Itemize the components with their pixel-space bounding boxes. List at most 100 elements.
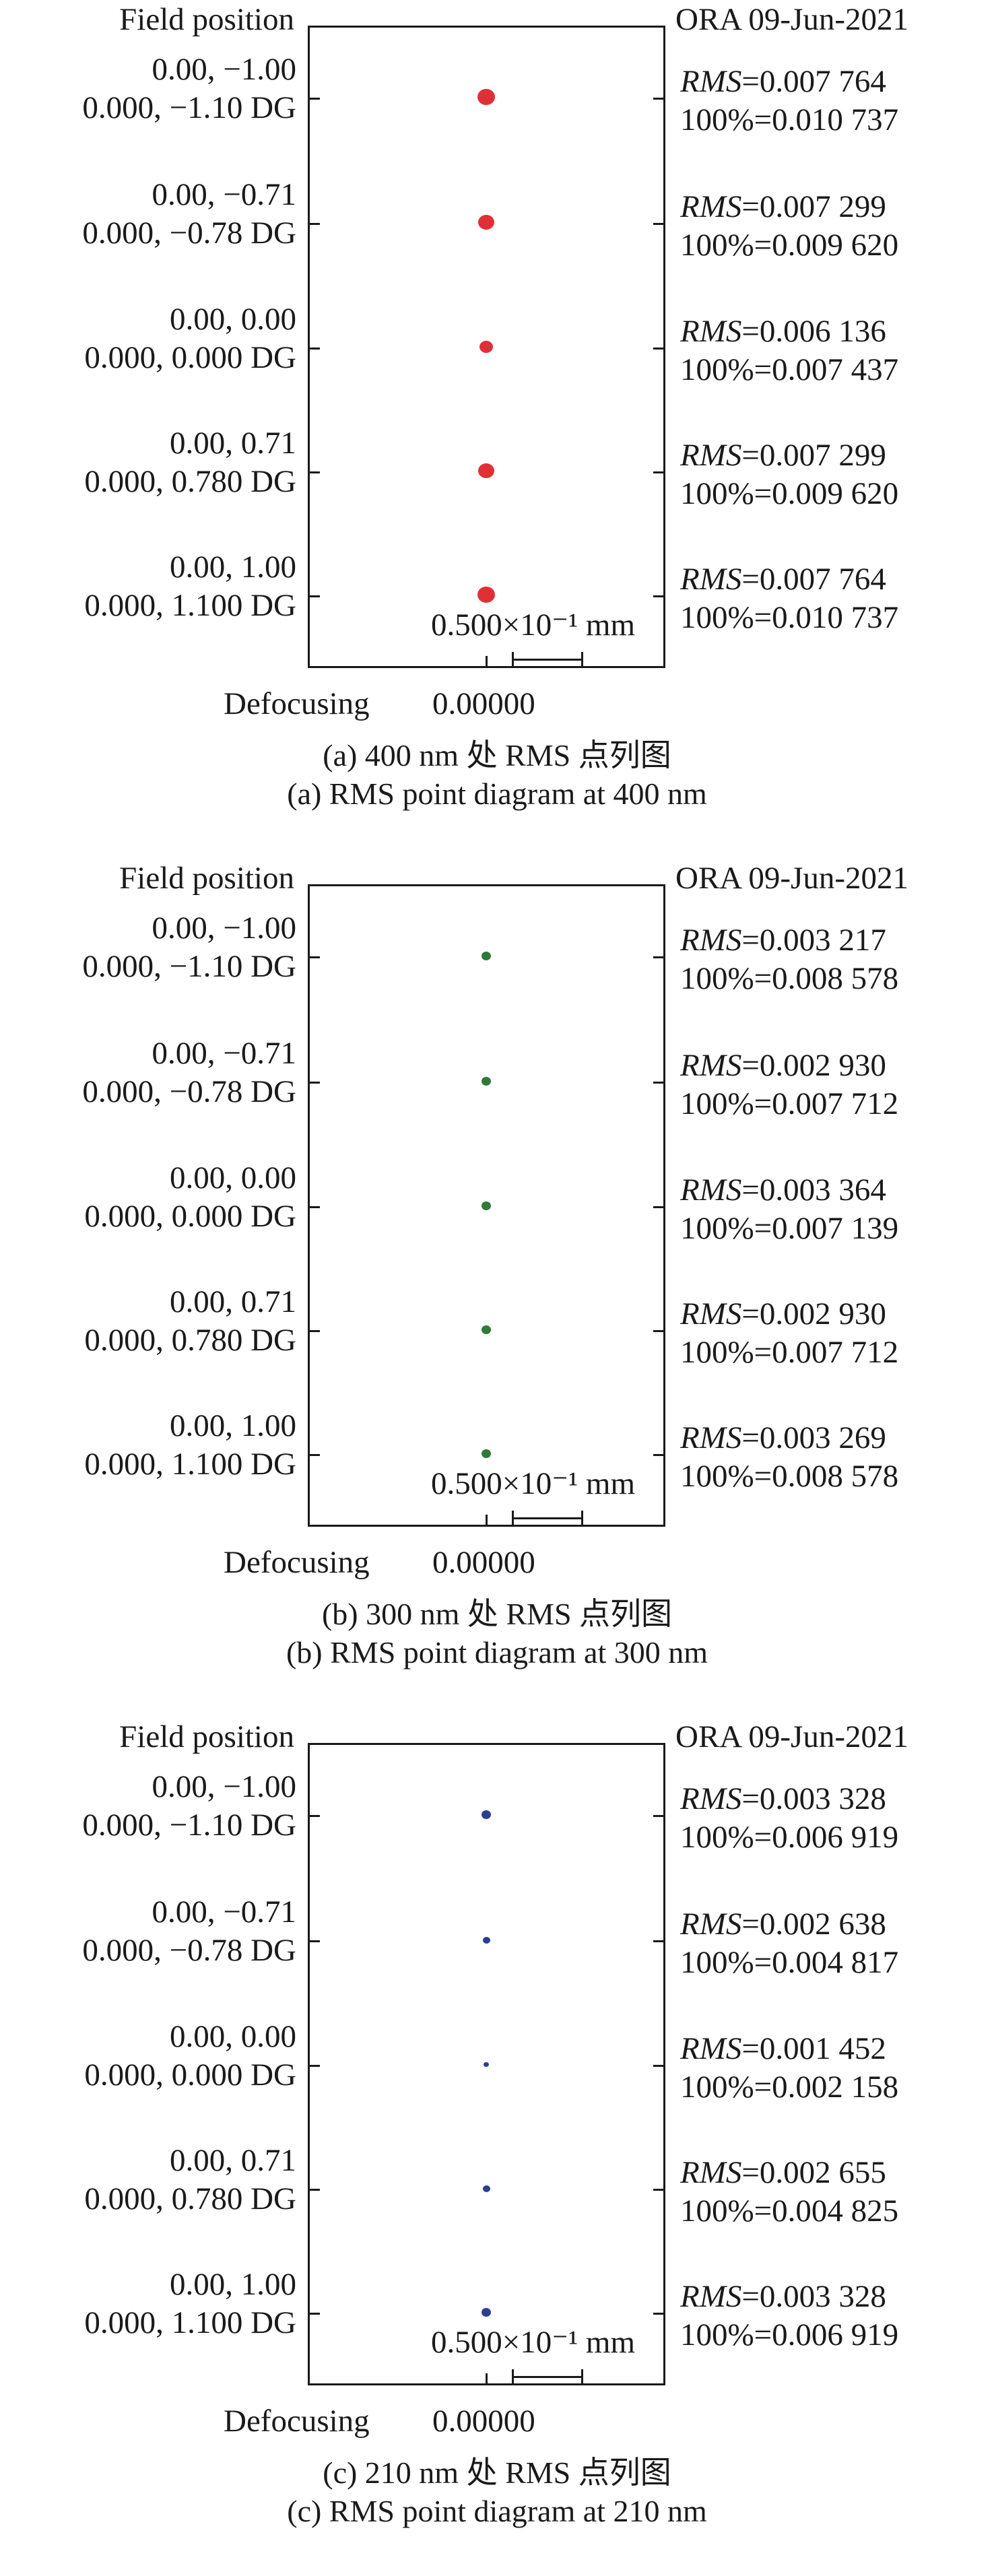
field-angle: 0.000, 1.100 DG bbox=[84, 2305, 296, 2340]
field-normalized: 0.00, 0.00 bbox=[170, 302, 296, 337]
rms-label: RMS bbox=[680, 1048, 742, 1083]
right-tick bbox=[653, 223, 665, 225]
scale-bar-end bbox=[581, 652, 583, 667]
field-position-label: 0.00, −0.71 0.000, −0.78 DG bbox=[82, 1034, 296, 1111]
rms-line: RMS=0.003 217 bbox=[680, 921, 898, 960]
right-tick bbox=[653, 1082, 665, 1084]
scale-label: 0.500×10⁻¹ mm bbox=[431, 2323, 636, 2360]
rms-line: RMS=0.003 328 bbox=[680, 2278, 898, 2316]
field-angle: 0.000, −1.10 DG bbox=[82, 90, 296, 125]
field-angle: 0.000, 0.000 DG bbox=[84, 340, 296, 375]
date-header: ORA 09-Jun-2021 bbox=[675, 1719, 908, 1754]
right-tick bbox=[653, 348, 665, 350]
field-position-label: 0.00, −1.00 0.000, −1.10 DG bbox=[82, 51, 296, 127]
field-angle: 0.000, 0.000 DG bbox=[84, 2057, 296, 2092]
rms-value: =0.003 328 bbox=[741, 2279, 886, 2314]
left-tick bbox=[308, 595, 320, 597]
full-radius-value: 100%=0.004 825 bbox=[680, 2193, 899, 2228]
caption-english: (b) RMS point diagram at 300 nm bbox=[286, 1635, 708, 1670]
right-tick bbox=[653, 2189, 665, 2191]
field-position-label: 0.00, 0.71 0.000, 0.780 DG bbox=[84, 2142, 296, 2218]
right-tick bbox=[653, 1815, 665, 1817]
field-angle: 0.000, −1.10 DG bbox=[82, 1808, 296, 1843]
rms-readout: RMS=0.007 299 100%=0.009 620 bbox=[680, 188, 898, 265]
rms-line: RMS=0.001 452 bbox=[680, 2030, 898, 2068]
scale-label: 0.500×10⁻¹ mm bbox=[431, 1465, 636, 1502]
scale-bar-end bbox=[581, 2369, 583, 2384]
field-normalized: 0.00, 1.00 bbox=[170, 2267, 296, 2302]
rms-line: RMS=0.002 655 bbox=[680, 2154, 898, 2192]
full-radius-value: 100%=0.004 817 bbox=[680, 1945, 899, 1980]
rms-value: =0.001 452 bbox=[741, 2031, 886, 2066]
field-angle: 0.000, −0.78 DG bbox=[82, 1074, 296, 1109]
field-angle: 0.000, 0.780 DG bbox=[84, 1323, 296, 1358]
rms-value: =0.007 299 bbox=[741, 438, 886, 473]
field-position-label: 0.00, −1.00 0.000, −1.10 DG bbox=[82, 909, 296, 986]
field-angle: 0.000, −0.78 DG bbox=[82, 216, 296, 251]
scale-bar-end bbox=[512, 2369, 514, 2384]
left-tick bbox=[308, 2313, 320, 2315]
field-position-header: Field position bbox=[119, 2, 294, 37]
left-tick bbox=[308, 98, 320, 100]
defocusing-label: Defocusing bbox=[224, 1545, 370, 1580]
spot-marker bbox=[482, 2185, 490, 2192]
field-normalized: 0.00, −0.71 bbox=[152, 1894, 296, 1929]
rms-readout: RMS=0.003 328 100%=0.006 919 bbox=[680, 1780, 898, 1857]
rms-line: RMS=0.007 764 bbox=[680, 63, 898, 101]
rms-value: =0.002 930 bbox=[741, 1048, 886, 1083]
defocusing-value: 0.00000 bbox=[432, 2404, 535, 2439]
field-position-label: 0.00, 1.00 0.000, 1.100 DG bbox=[84, 1407, 296, 1484]
rms-readout: RMS=0.002 655 100%=0.004 825 bbox=[680, 2154, 898, 2231]
spot-marker bbox=[479, 341, 493, 353]
spot-marker bbox=[477, 587, 495, 603]
scale-bar bbox=[512, 1517, 583, 1519]
right-tick bbox=[653, 1206, 665, 1208]
caption-english: (a) RMS point diagram at 400 nm bbox=[287, 777, 707, 811]
defocusing-label: Defocusing bbox=[224, 2404, 370, 2439]
rms-label: RMS bbox=[680, 314, 742, 349]
defocusing-value: 0.00000 bbox=[432, 1545, 535, 1580]
field-normalized: 0.00, 0.71 bbox=[170, 2143, 296, 2178]
field-position-label: 0.00, −0.71 0.000, −0.78 DG bbox=[82, 1893, 296, 1970]
field-angle: 0.000, 0.000 DG bbox=[84, 1199, 296, 1234]
rms-label: RMS bbox=[680, 562, 742, 597]
scale-bar bbox=[512, 659, 583, 661]
full-radius-value: 100%=0.007 712 bbox=[680, 1086, 899, 1121]
field-normalized: 0.00, −1.00 bbox=[152, 911, 296, 946]
field-normalized: 0.00, −1.00 bbox=[152, 52, 296, 87]
caption-english: (c) RMS point diagram at 210 nm bbox=[287, 2494, 707, 2528]
full-radius-value: 100%=0.007 139 bbox=[680, 1211, 899, 1246]
rms-line: RMS=0.002 930 bbox=[680, 1047, 898, 1085]
rms-line: RMS=0.003 328 bbox=[680, 1780, 898, 1818]
rms-label: RMS bbox=[680, 923, 742, 958]
right-tick bbox=[653, 595, 665, 597]
spot-marker bbox=[478, 463, 494, 478]
field-position-label: 0.00, 0.00 0.000, 0.000 DG bbox=[84, 1159, 296, 1236]
caption-chinese: (b) 300 nm 处 RMS 点列图 bbox=[321, 1597, 673, 1631]
date-header: ORA 09-Jun-2021 bbox=[675, 861, 908, 896]
field-angle: 0.000, 1.100 DG bbox=[84, 588, 296, 623]
rms-readout: RMS=0.002 638 100%=0.004 817 bbox=[680, 1905, 898, 1982]
rms-line: RMS=0.003 269 bbox=[680, 1419, 898, 1457]
rms-readout: RMS=0.003 217 100%=0.008 578 bbox=[680, 921, 898, 998]
rms-value: =0.002 930 bbox=[741, 1296, 886, 1331]
field-position-label: 0.00, −0.71 0.000, −0.78 DG bbox=[82, 176, 296, 253]
field-normalized: 0.00, 0.00 bbox=[170, 2019, 296, 2054]
rms-readout: RMS=0.002 930 100%=0.007 712 bbox=[680, 1047, 898, 1123]
rms-label: RMS bbox=[680, 1907, 742, 1942]
full-radius-value: 100%=0.006 919 bbox=[680, 2317, 899, 2352]
spot-marker bbox=[482, 1936, 490, 1944]
full-radius-value: 100%=0.010 737 bbox=[680, 600, 899, 635]
field-normalized: 0.00, 1.00 bbox=[170, 550, 296, 585]
rms-line: RMS=0.007 299 bbox=[680, 188, 898, 226]
rms-label: RMS bbox=[680, 438, 742, 473]
rms-label: RMS bbox=[680, 1781, 742, 1816]
field-normalized: 0.00, −0.71 bbox=[152, 177, 296, 212]
field-position-header: Field position bbox=[119, 861, 294, 896]
full-radius-value: 100%=0.002 158 bbox=[680, 2070, 899, 2105]
field-angle: 0.000, −0.78 DG bbox=[82, 1933, 296, 1968]
left-tick bbox=[308, 956, 320, 958]
field-position-header: Field position bbox=[119, 1719, 294, 1754]
field-position-label: 0.00, 0.71 0.000, 0.780 DG bbox=[84, 424, 296, 501]
left-tick bbox=[308, 1454, 320, 1456]
